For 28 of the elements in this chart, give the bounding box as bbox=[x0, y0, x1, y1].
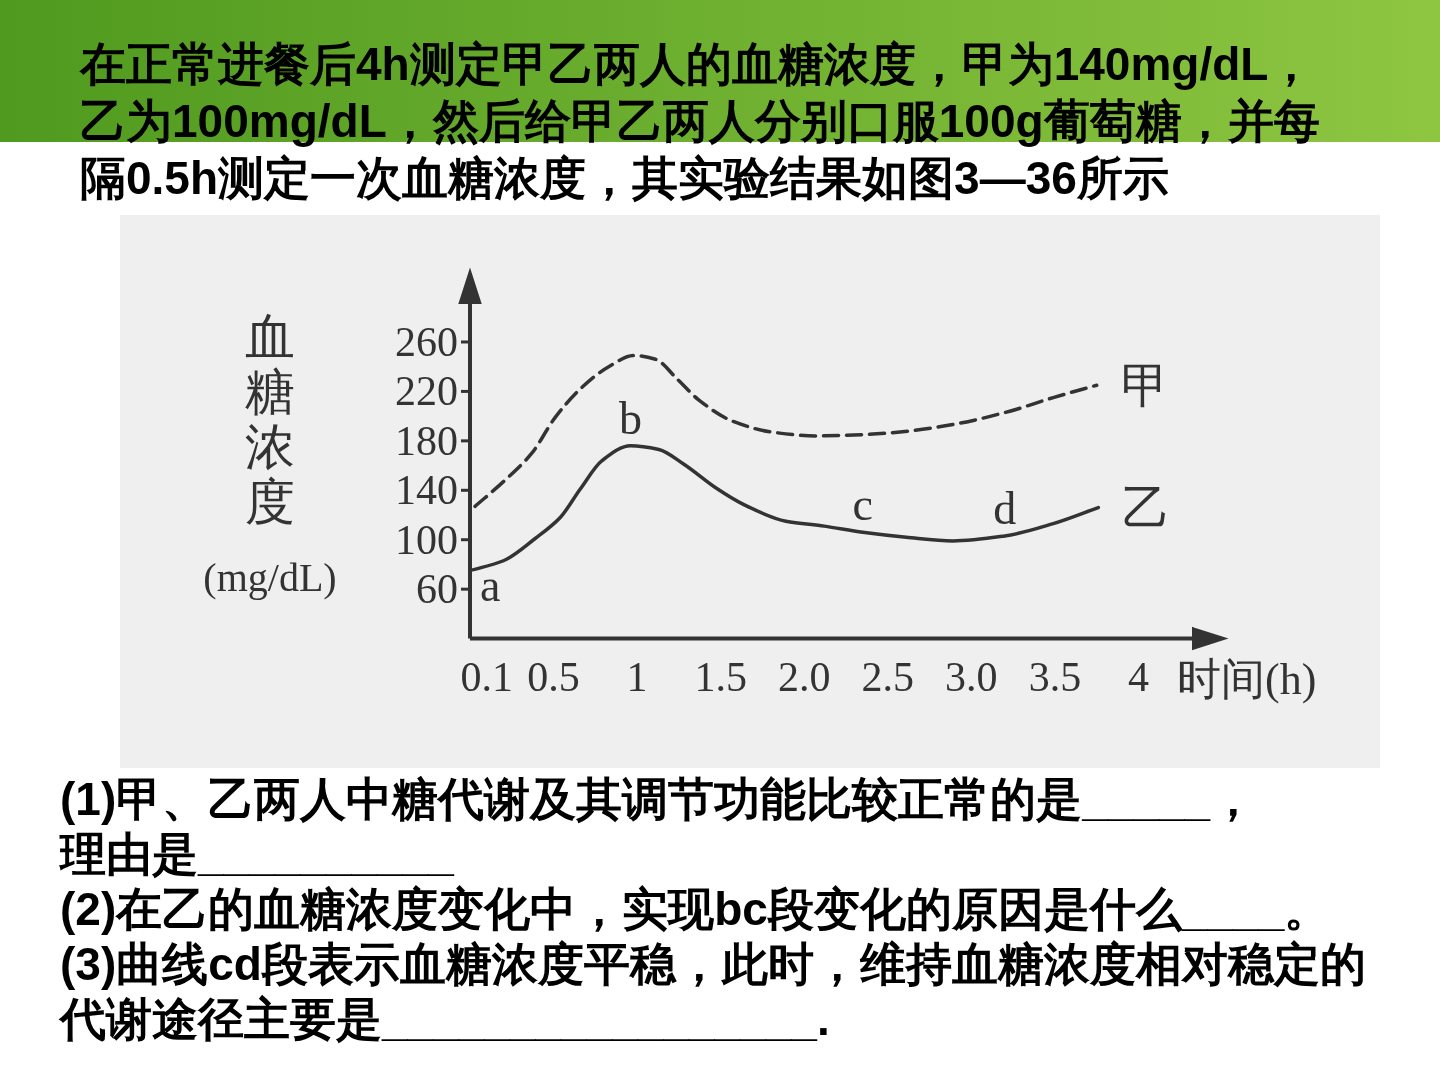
x-tick-label: 3.5 bbox=[1028, 654, 1082, 700]
text: (3)曲线cd段表示血糖浓度平稳，此时，维持血糖浓度相对稳定的代谢途径主要是_________________. bbox=[60, 937, 1367, 1047]
x-tick-label: 4 bbox=[1127, 654, 1149, 700]
annotation: b bbox=[618, 392, 642, 444]
text: (1)甲、乙两人中糖代谢及其调节功能比较正常的是_____， bbox=[60, 772, 1258, 827]
series-label: 乙 bbox=[1122, 481, 1171, 535]
x-tick-label: 2.0 bbox=[777, 654, 831, 700]
x-tick-label: 1 bbox=[626, 654, 648, 700]
x-tick-label: 2.5 bbox=[861, 654, 915, 700]
y-tick-label: 60 bbox=[416, 566, 458, 613]
annotation: a bbox=[480, 559, 501, 611]
y-tick-label: 220 bbox=[395, 368, 458, 415]
y-tick-label: 180 bbox=[395, 417, 458, 464]
x-tick-label: 1.5 bbox=[694, 654, 747, 700]
text: (2)在乙的血糖浓度变化中，实现bc段变化的原因是什么____。 bbox=[60, 882, 1332, 937]
y-tick-label: 100 bbox=[395, 516, 458, 563]
x-tick-label: 0.5 bbox=[527, 654, 580, 700]
y-axis-title: 血糖浓度(mg/dL) bbox=[202, 309, 338, 601]
x-tick-label: 3.0 bbox=[945, 654, 998, 700]
chart-title: 在正常进餐后4h测定甲乙两人的血糖浓度，甲为140mg/dL，乙为100mg/dL，然后给甲乙两人分别口服100g葡萄糖，并每隔0.5h测定一次血糖浓度，其实验结果如图3—36所示 bbox=[80, 37, 1321, 206]
x-axis-title: 时间(h) bbox=[1177, 654, 1317, 704]
y-tick-label: 140 bbox=[395, 467, 458, 514]
annotation: c bbox=[852, 479, 873, 531]
annotation: d bbox=[993, 483, 1017, 535]
series-label: 甲 bbox=[1120, 358, 1169, 412]
text: 理由是__________ bbox=[60, 827, 456, 882]
x-tick-label: 0.1 bbox=[460, 654, 513, 700]
y-tick-label: 260 bbox=[395, 318, 458, 365]
